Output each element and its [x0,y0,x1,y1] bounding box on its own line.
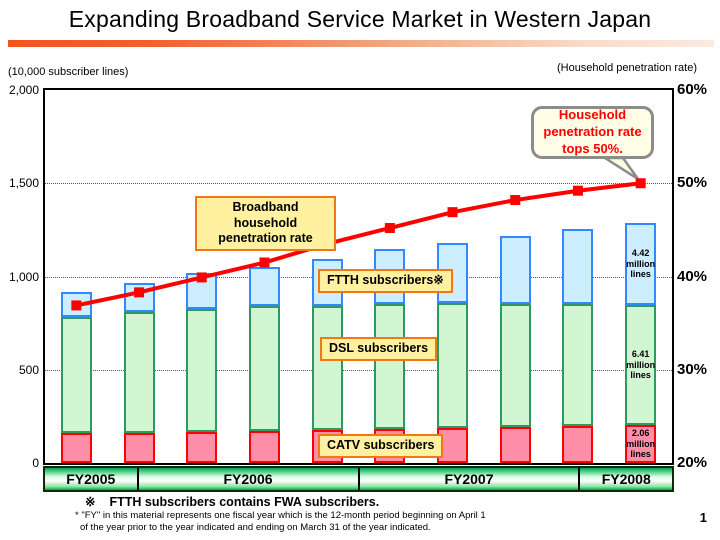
chart-plot-inner: 4.42 million lines 6.41 million lines 2.06… [45,90,672,463]
right-axis-tick-label: 20% [677,454,708,471]
bar-segment-dsl [374,303,406,429]
line-marker [447,207,458,218]
right-axis-unit-label: (Household penetration rate) [556,62,697,74]
penetration-rate-callout-box: Broadband household penetration rate [195,196,336,251]
left-axis-tick-label: 2,000 [8,83,39,97]
line-marker [635,178,646,189]
left-axis-tick-label: 1,500 [8,176,39,191]
footnote-fy-definition: * "FY" in this material represents one f… [75,510,486,534]
penetration-tops-50-bubble: Household penetration rate tops 50%. [531,106,654,159]
bar-segment-dsl [311,305,343,430]
bar-segment-catv [123,432,155,463]
left-axis-tick-label: 500 [18,362,39,377]
line-marker [572,185,583,196]
ftth-series-label-box: FTTH subscribers※ [318,269,453,293]
bar-segment-dsl [60,317,92,434]
fy-band-cell-fy2006: FY2006 [139,468,360,490]
bar-segment-ftth [562,228,594,304]
left-axis-tick-label: 0 [32,456,39,470]
catv-series-label-box: CATV subscribers [318,434,444,458]
page-title: Expanding Broadband Service Market in We… [68,6,652,32]
footnote1-text: FTTH subscribers contains FWA subscriber… [109,495,380,509]
gridline [45,369,672,371]
bar-segment-dsl [499,303,531,428]
bar-segment-dsl [437,302,469,428]
bubble-tail [600,156,640,181]
bar-segment-ftth [625,222,657,306]
bar-segment-dsl [625,305,657,425]
line-marker [384,223,395,234]
right-axis-tick-label: 50% [677,174,708,192]
bar-segment-dsl [186,309,218,432]
line-marker [259,257,270,268]
left-axis-tick-label: 1,000 [8,269,39,284]
bubble-text: Household penetration rate tops 50%. [543,107,642,156]
footnote-symbol: ※ [85,495,96,509]
line-marker [196,272,207,283]
bar-segment-dsl [248,306,280,431]
bar-segment-catv [186,431,218,463]
bar-segment-catv [562,426,594,463]
fy-band-cell-fy2005: FY2005 [45,468,139,490]
title-underline-bar [8,40,714,47]
footnote2-line2: of the year prior to the year indicated … [80,521,431,533]
line-marker [510,195,521,206]
line-marker [134,287,145,298]
line-marker [71,300,82,311]
page-number: 1 [699,510,707,525]
bar-segment-dsl [562,303,594,427]
bar-value-label: 2.06 million lines [626,427,656,460]
footnote2-line1: * "FY" in this material represents one f… [75,510,486,521]
footnote-ftth-fwa: ※ FTTH subscribers contains FWA subscribe… [85,494,379,509]
bar-segment-catv [60,433,92,463]
left-axis-unit-label: (10,000 subscriber lines) [8,66,129,78]
bar-segment-catv [499,427,531,463]
bar-segment-ftth [499,236,531,304]
dsl-series-label-box: DSL subscribers [320,337,438,361]
right-axis-tick-label: 60% [677,81,708,98]
fiscal-year-axis-band: FY2005 FY2006 FY2007 FY2008 [43,466,674,492]
bar-segment-dsl [123,311,155,433]
fy-band-cell-fy2008: FY2008 [601,471,651,487]
bar-segment-catv [248,430,280,463]
bar-segment-catv [625,424,657,463]
bar-value-label: 6.41 million lines [626,348,656,381]
bar-segment-ftth [248,267,280,307]
fy-band-cell-fy2007: FY2007 [360,468,581,490]
right-axis-tick-label: 30% [677,360,708,378]
bar-value-label: 4.42 million lines [626,247,656,280]
gridline [45,183,672,185]
penetration-rate-line [75,181,641,308]
right-axis-tick-label: 40% [677,267,708,285]
